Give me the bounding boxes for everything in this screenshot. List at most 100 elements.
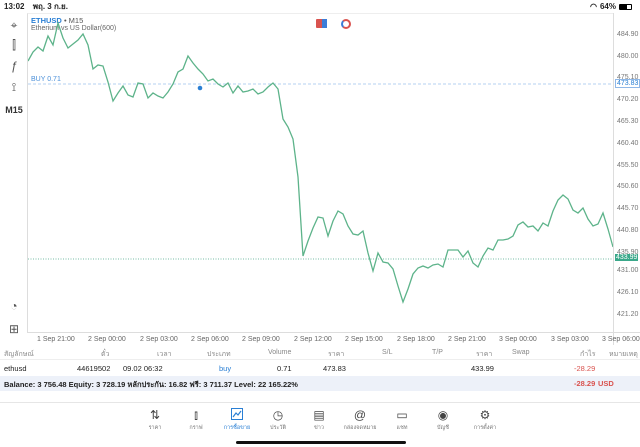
timeframe-button[interactable]: M15 (5, 105, 23, 115)
chart-title: ETHUSD • M15 (31, 16, 83, 25)
price-tick: 460.40 (617, 140, 639, 147)
price-chart[interactable]: ETHUSD • M15 Etherium vs US Dollar(600) … (27, 13, 614, 332)
time-tick: 3 Sep 06:00 (602, 336, 640, 343)
col-symbol: สัญลักษณ์ (4, 351, 34, 358)
nav-quotes[interactable]: ⇅ ราคา (135, 408, 175, 432)
col-tp: T/P (432, 349, 443, 356)
price-tick: 480.00 (617, 53, 639, 60)
time-tick: 2 Sep 06:00 (191, 336, 229, 343)
price-tick: 475.10 (617, 74, 639, 81)
status-time: 13:02 (4, 2, 25, 11)
time-tick: 2 Sep 21:00 (448, 336, 486, 343)
market-status-icon[interactable] (341, 19, 351, 29)
quotes-icon: ⇅ (149, 408, 161, 422)
position-current-price: 433.99 (471, 364, 494, 373)
time-tick: 2 Sep 00:00 (88, 336, 126, 343)
chart-type-icon[interactable]: ⫿ (12, 38, 16, 52)
account-icon: ◉ (437, 408, 449, 422)
price-tick: 445.70 (617, 205, 639, 212)
trade-icon (217, 408, 257, 423)
summary-profit: -28.29 (574, 379, 596, 388)
time-tick: 3 Sep 00:00 (499, 336, 537, 343)
nav-label: ข่าว (314, 425, 324, 431)
trade-icon[interactable]: ◔ (10, 299, 18, 313)
status-bar: 13:02 พฤ. 3 ก.ย. ◠ 64% (0, 0, 640, 13)
nav-history[interactable]: ◷ ประวัติ (258, 408, 298, 432)
nav-label: ราคา (148, 425, 162, 431)
positions-table-header: สัญลักษณ์ ตั๋ว เวลา ประเภท Volume ราคา S… (0, 345, 640, 360)
chart-overlay-icons (316, 19, 351, 29)
price-tick: 421.20 (617, 311, 639, 318)
nav-news[interactable]: ▤ ข่าว (299, 408, 339, 432)
wifi-icon: ◠ (590, 2, 597, 11)
add-order-icon[interactable]: ⊞ (8, 322, 20, 336)
battery-percent: 64% (599, 2, 616, 11)
nav-trade[interactable]: การซื้อขาย (217, 408, 257, 432)
nav-mailbox[interactable]: @ กล่องจดหมาย (340, 408, 380, 432)
col-sl: S/L (382, 349, 393, 356)
position-time: 09.02 06:32 (123, 364, 163, 373)
nav-chart[interactable]: ⫾ กราฟ (176, 408, 216, 432)
time-tick: 2 Sep 12:00 (294, 336, 332, 343)
home-indicator[interactable] (236, 441, 406, 444)
price-tick: 426.10 (617, 289, 639, 296)
position-volume: 0.71 (277, 364, 292, 373)
chart-icon: ⫾ (194, 408, 198, 422)
position-row[interactable]: ethusd 44619502 09.02 06:32 buy 0.71 473… (0, 360, 640, 376)
position-type: buy (219, 364, 232, 373)
price-tick: 455.50 (617, 162, 639, 169)
time-tick: 1 Sep 21:00 (37, 336, 75, 343)
chart-timeframe: M15 (68, 16, 84, 25)
buy-position-label[interactable]: BUY 0.71 (31, 76, 61, 83)
nav-label: ประวัติ (269, 425, 287, 431)
summary-text: Balance: 3 756.48 Equity: 3 728.19 หลักป… (4, 380, 298, 389)
col-type: ประเภท (207, 351, 231, 358)
price-tick: 470.20 (617, 96, 639, 103)
status-date: พฤ. 3 ก.ย. (32, 2, 68, 11)
price-tick: 440.80 (617, 227, 639, 234)
time-tick: 2 Sep 18:00 (397, 336, 435, 343)
nav-label: แชท (396, 425, 408, 431)
nav-label: การตั้งค่า (473, 425, 497, 431)
price-tick: 431.00 (617, 267, 639, 274)
position-symbol: ethusd (4, 364, 27, 373)
indicators-icon[interactable]: ƒ (10, 59, 18, 73)
nav-settings[interactable]: ⚙ การตั้งค่า (465, 408, 505, 432)
nav-label: กราฟ (189, 425, 203, 431)
price-tick: 465.30 (617, 118, 639, 125)
nav-label: กล่องจดหมาย (343, 425, 377, 431)
settings-icon: ⚙ (479, 408, 491, 422)
price-tick: 435.90 (617, 249, 639, 256)
time-axis[interactable]: 1 Sep 21:00 2 Sep 00:00 2 Sep 03:00 2 Se… (27, 332, 640, 345)
position-ticket: 44619502 (77, 364, 111, 373)
account-summary: Balance: 3 756.48 Equity: 3 728.19 หลักป… (0, 376, 640, 391)
buy-entry-marker (197, 85, 203, 91)
nav-label: การซื้อขาย (223, 425, 251, 431)
time-tick: 2 Sep 15:00 (345, 336, 383, 343)
col-swap: Swap (512, 349, 530, 356)
nav-label: บัญชี (437, 425, 449, 431)
objects-icon[interactable]: ⟟ (11, 80, 17, 94)
one-click-trading-icon[interactable] (316, 19, 327, 28)
time-tick: 2 Sep 09:00 (242, 336, 280, 343)
crosshair-icon[interactable]: ⌖ (10, 18, 18, 32)
bid-price-tag: 433.99 (615, 254, 639, 261)
chart-symbol: ETHUSD (31, 16, 62, 25)
mailbox-icon: @ (353, 408, 367, 422)
battery-icon (619, 3, 632, 10)
news-icon: ▤ (313, 408, 325, 422)
position-profit: -28.29 (574, 364, 596, 373)
chat-icon: ▭ (396, 408, 408, 422)
col-time: เวลา (157, 351, 172, 358)
price-tick: 484.90 (617, 31, 639, 38)
history-icon: ◷ (272, 408, 284, 422)
col-comment: หมายเหตุ (609, 351, 638, 358)
col-open-price: ราคา (328, 351, 345, 358)
price-axis[interactable]: 484.90 480.00 475.10 473.83 470.20 465.3… (613, 13, 640, 345)
nav-account[interactable]: ◉ บัญชี (423, 408, 463, 432)
chart-toolbar: ⌖ ⫿ ƒ ⟟ M15 ◔ ⊞ (0, 13, 27, 345)
summary-currency: USD (598, 379, 614, 388)
position-open-price: 473.83 (323, 364, 346, 373)
chart-separator: • (63, 16, 67, 25)
nav-chat[interactable]: ▭ แชท (382, 408, 422, 432)
